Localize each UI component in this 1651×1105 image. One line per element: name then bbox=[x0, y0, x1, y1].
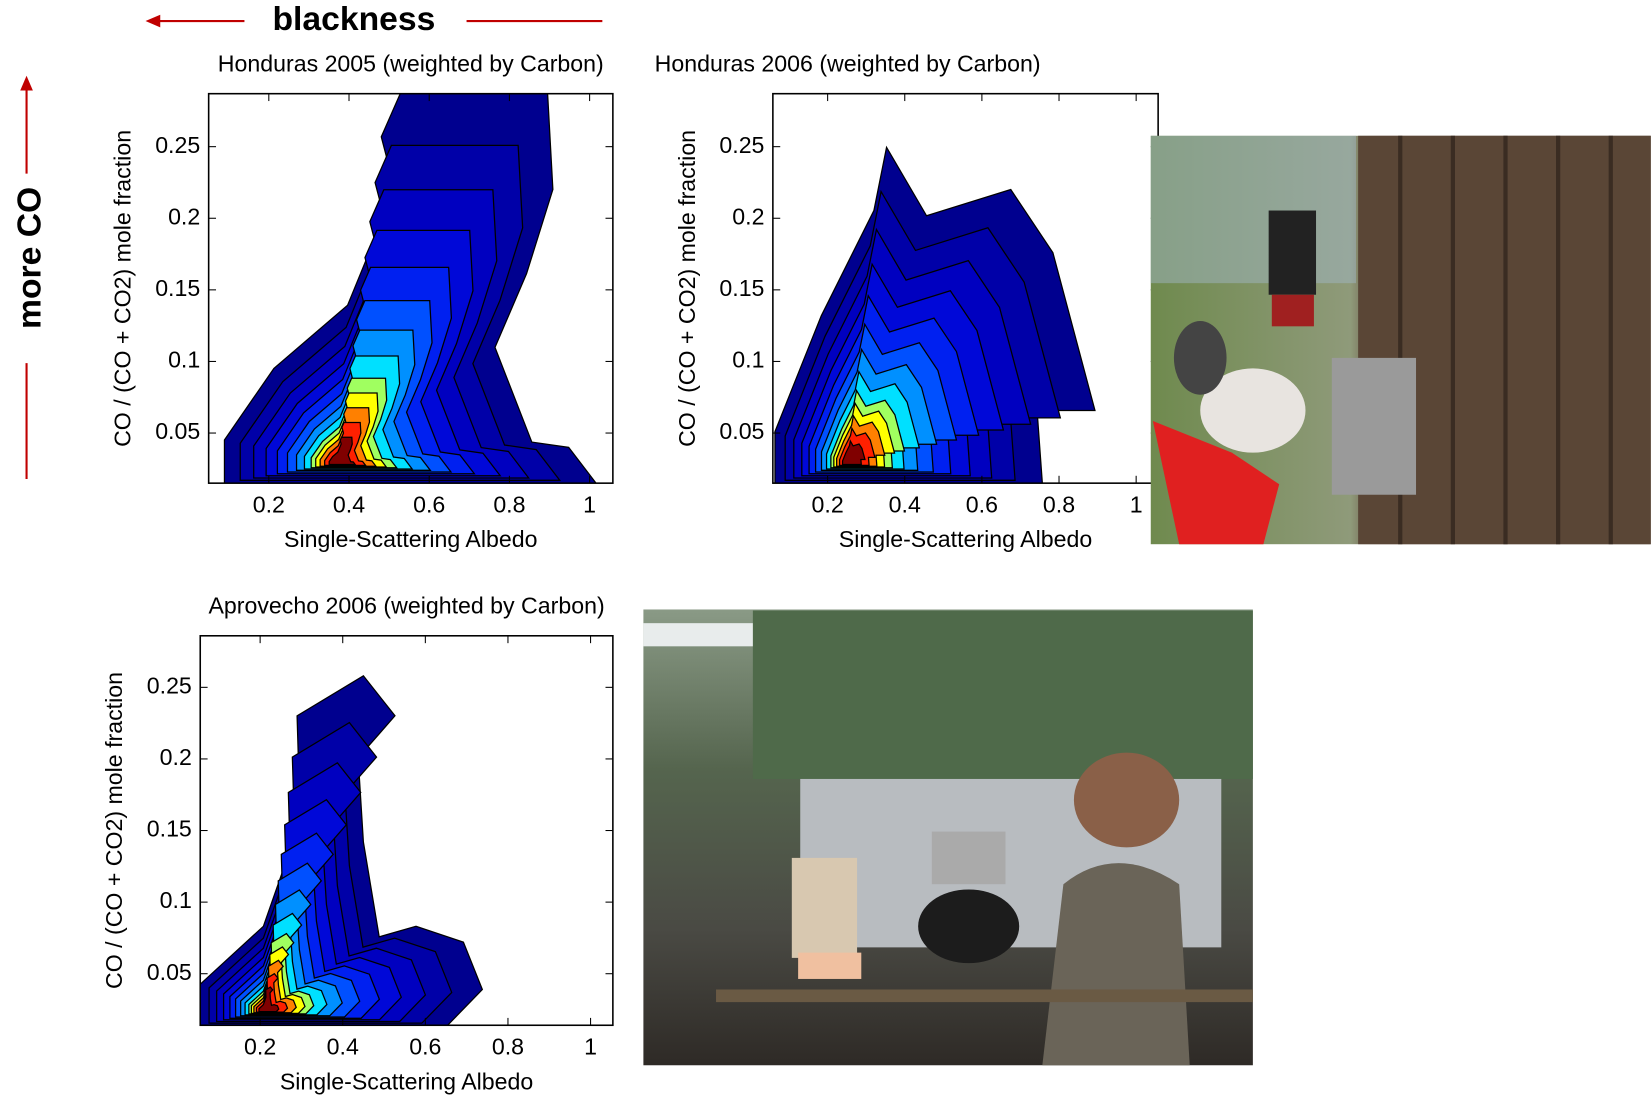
x-arrow-label: blackness bbox=[272, 1, 435, 38]
y-tick-label: 0.15 bbox=[147, 816, 192, 842]
y-tick-label: 0.2 bbox=[160, 744, 192, 770]
y-tick-label: 0.15 bbox=[155, 275, 200, 301]
x-tick-label: 0.4 bbox=[327, 1034, 359, 1060]
x-tick-label: 0.2 bbox=[244, 1034, 276, 1060]
x-tick-label: 0.8 bbox=[1043, 491, 1075, 517]
x-tick-label: 0.8 bbox=[493, 491, 525, 517]
y-tick-label: 0.05 bbox=[155, 418, 200, 444]
x-tick-label: 0.6 bbox=[409, 1034, 441, 1060]
contour-field bbox=[774, 145, 1096, 484]
arrow-head bbox=[20, 75, 33, 91]
y-tick-label: 0.25 bbox=[147, 672, 192, 698]
contour-level bbox=[841, 439, 866, 466]
x-tick-label: 0.4 bbox=[333, 491, 365, 517]
x-axis-label: Single-Scattering Albedo bbox=[284, 526, 537, 552]
arrow-head bbox=[145, 14, 161, 28]
y-tick-label: 0.05 bbox=[719, 418, 764, 444]
x-tick-label: 0.6 bbox=[413, 491, 445, 517]
y-tick-label: 0.05 bbox=[147, 959, 192, 985]
contour-field bbox=[200, 674, 484, 1026]
x-tick-label: 0.2 bbox=[812, 491, 844, 517]
y-tick-label: 0.25 bbox=[155, 132, 200, 158]
y-tick-label: 0.1 bbox=[168, 347, 200, 373]
x-axis-label: Single-Scattering Albedo bbox=[839, 526, 1092, 552]
y-tick-label: 0.1 bbox=[732, 347, 764, 373]
contour-level bbox=[258, 986, 280, 1013]
y-tick-label: 0.15 bbox=[719, 275, 764, 301]
x-tick-label: 0.6 bbox=[966, 491, 998, 517]
y-tick-label: 0.25 bbox=[719, 132, 764, 158]
contour-level bbox=[328, 436, 357, 466]
y-axis-label: CO / (CO + CO2) mole fraction bbox=[674, 130, 700, 447]
x-tick-label: 1 bbox=[1130, 491, 1143, 517]
y-tick-label: 0.2 bbox=[168, 203, 200, 229]
y-arrow-label: more CO bbox=[12, 187, 49, 329]
y-axis-label: CO / (CO + CO2) mole fraction bbox=[101, 672, 127, 989]
x-tick-label: 0.4 bbox=[889, 491, 921, 517]
x-tick-label: 1 bbox=[583, 491, 596, 517]
x-tick-label: 0.8 bbox=[492, 1034, 524, 1060]
x-tick-label: 1 bbox=[584, 1034, 597, 1060]
chart-title: Honduras 2006 (weighted by Carbon) bbox=[655, 50, 1041, 76]
x-axis-label: Single-Scattering Albedo bbox=[280, 1068, 533, 1094]
y-tick-label: 0.2 bbox=[732, 203, 764, 229]
chart-title: Honduras 2005 (weighted by Carbon) bbox=[218, 50, 604, 76]
x-tick-label: 0.2 bbox=[253, 491, 285, 517]
photo-field bbox=[1150, 135, 1651, 545]
y-tick-label: 0.1 bbox=[160, 887, 192, 913]
y-axis-label: CO / (CO + CO2) mole fraction bbox=[110, 130, 136, 447]
plot-frame bbox=[207, 92, 614, 484]
photo-lab bbox=[643, 609, 1253, 1066]
chart-title: Aprovecho 2006 (weighted by Carbon) bbox=[208, 592, 604, 618]
contour-field bbox=[223, 93, 597, 484]
